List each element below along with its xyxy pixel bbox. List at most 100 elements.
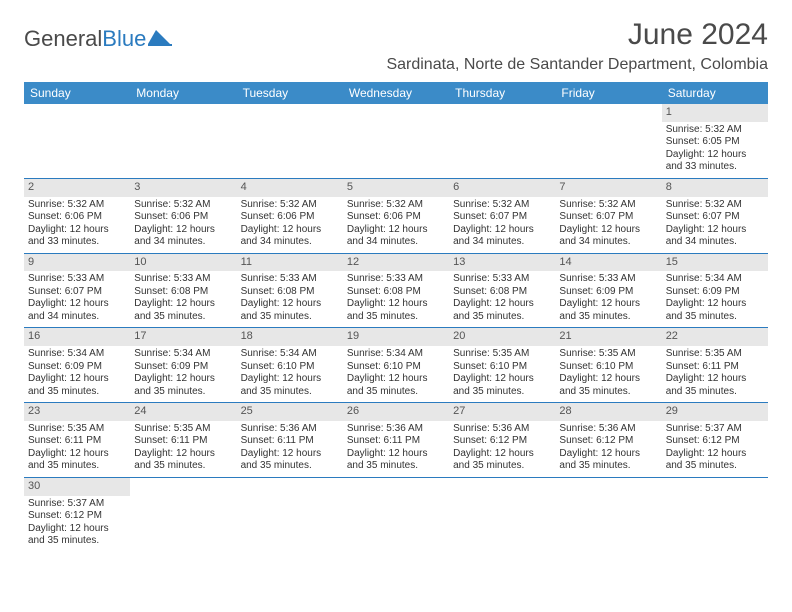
weekday-header-cell: Friday — [555, 82, 661, 104]
daylight-text-2: and 35 minutes. — [347, 311, 445, 324]
day-body: Sunrise: 5:36 AMSunset: 6:11 PMDaylight:… — [237, 421, 343, 477]
sunrise-text: Sunrise: 5:37 AM — [28, 498, 126, 511]
day-body: Sunrise: 5:36 AMSunset: 6:11 PMDaylight:… — [343, 421, 449, 477]
day-number: 30 — [24, 478, 130, 496]
day-body: Sunrise: 5:32 AMSunset: 6:07 PMDaylight:… — [662, 197, 768, 253]
sunset-text: Sunset: 6:11 PM — [28, 435, 126, 448]
empty-day-cell — [555, 104, 661, 178]
day-cell: 26Sunrise: 5:36 AMSunset: 6:11 PMDayligh… — [343, 403, 449, 477]
daylight-text-2: and 35 minutes. — [666, 460, 764, 473]
sunrise-text: Sunrise: 5:33 AM — [453, 273, 551, 286]
daylight-text-2: and 35 minutes. — [666, 386, 764, 399]
day-body: Sunrise: 5:34 AMSunset: 6:09 PMDaylight:… — [662, 271, 768, 327]
empty-day-cell — [130, 478, 236, 552]
sunrise-text: Sunrise: 5:34 AM — [347, 348, 445, 361]
weekday-header-row: Sunday Monday Tuesday Wednesday Thursday… — [24, 82, 768, 104]
empty-day-cell — [237, 478, 343, 552]
day-cell: 1Sunrise: 5:32 AMSunset: 6:05 PMDaylight… — [662, 104, 768, 178]
day-body: Sunrise: 5:32 AMSunset: 6:06 PMDaylight:… — [24, 197, 130, 253]
day-body: Sunrise: 5:36 AMSunset: 6:12 PMDaylight:… — [555, 421, 661, 477]
empty-day-cell — [555, 478, 661, 552]
day-cell: 22Sunrise: 5:35 AMSunset: 6:11 PMDayligh… — [662, 328, 768, 402]
day-number: 21 — [555, 328, 661, 346]
day-cell: 15Sunrise: 5:34 AMSunset: 6:09 PMDayligh… — [662, 254, 768, 328]
day-body: Sunrise: 5:33 AMSunset: 6:09 PMDaylight:… — [555, 271, 661, 327]
daylight-text-2: and 35 minutes. — [241, 386, 339, 399]
day-cell: 24Sunrise: 5:35 AMSunset: 6:11 PMDayligh… — [130, 403, 236, 477]
day-number: 6 — [449, 179, 555, 197]
day-cell: 10Sunrise: 5:33 AMSunset: 6:08 PMDayligh… — [130, 254, 236, 328]
daylight-text-1: Daylight: 12 hours — [28, 523, 126, 536]
daylight-text-1: Daylight: 12 hours — [453, 298, 551, 311]
day-cell: 13Sunrise: 5:33 AMSunset: 6:08 PMDayligh… — [449, 254, 555, 328]
sunset-text: Sunset: 6:09 PM — [559, 286, 657, 299]
day-body: Sunrise: 5:34 AMSunset: 6:09 PMDaylight:… — [130, 346, 236, 402]
sunrise-text: Sunrise: 5:35 AM — [559, 348, 657, 361]
day-cell: 21Sunrise: 5:35 AMSunset: 6:10 PMDayligh… — [555, 328, 661, 402]
week-row: 1Sunrise: 5:32 AMSunset: 6:05 PMDaylight… — [24, 104, 768, 179]
daylight-text-2: and 35 minutes. — [559, 311, 657, 324]
daylight-text-1: Daylight: 12 hours — [241, 448, 339, 461]
daylight-text-2: and 35 minutes. — [28, 386, 126, 399]
day-body: Sunrise: 5:35 AMSunset: 6:11 PMDaylight:… — [662, 346, 768, 402]
day-number: 9 — [24, 254, 130, 272]
weekday-header-cell: Sunday — [24, 82, 130, 104]
empty-day-cell — [24, 104, 130, 178]
day-body: Sunrise: 5:32 AMSunset: 6:06 PMDaylight:… — [237, 197, 343, 253]
sunset-text: Sunset: 6:12 PM — [453, 435, 551, 448]
daylight-text-2: and 35 minutes. — [134, 460, 232, 473]
day-number: 25 — [237, 403, 343, 421]
week-row: 16Sunrise: 5:34 AMSunset: 6:09 PMDayligh… — [24, 328, 768, 403]
daylight-text-2: and 35 minutes. — [347, 460, 445, 473]
daylight-text-1: Daylight: 12 hours — [453, 373, 551, 386]
day-cell: 30Sunrise: 5:37 AMSunset: 6:12 PMDayligh… — [24, 478, 130, 552]
daylight-text-1: Daylight: 12 hours — [134, 373, 232, 386]
day-cell: 16Sunrise: 5:34 AMSunset: 6:09 PMDayligh… — [24, 328, 130, 402]
weeks-container: 1Sunrise: 5:32 AMSunset: 6:05 PMDaylight… — [24, 104, 768, 552]
sunset-text: Sunset: 6:08 PM — [453, 286, 551, 299]
daylight-text-2: and 35 minutes. — [134, 386, 232, 399]
sunrise-text: Sunrise: 5:36 AM — [347, 423, 445, 436]
sunset-text: Sunset: 6:07 PM — [453, 211, 551, 224]
day-body: Sunrise: 5:35 AMSunset: 6:11 PMDaylight:… — [24, 421, 130, 477]
empty-day-cell — [130, 104, 236, 178]
day-body: Sunrise: 5:36 AMSunset: 6:12 PMDaylight:… — [449, 421, 555, 477]
sunset-text: Sunset: 6:10 PM — [241, 361, 339, 374]
sunset-text: Sunset: 6:11 PM — [241, 435, 339, 448]
empty-day-cell — [343, 478, 449, 552]
header: GeneralBlue June 2024 Sardinata, Norte d… — [24, 18, 768, 74]
day-number: 5 — [343, 179, 449, 197]
day-cell: 20Sunrise: 5:35 AMSunset: 6:10 PMDayligh… — [449, 328, 555, 402]
sunset-text: Sunset: 6:09 PM — [28, 361, 126, 374]
day-number: 17 — [130, 328, 236, 346]
sunset-text: Sunset: 6:06 PM — [347, 211, 445, 224]
day-number: 13 — [449, 254, 555, 272]
sunrise-text: Sunrise: 5:36 AM — [453, 423, 551, 436]
daylight-text-2: and 34 minutes. — [559, 236, 657, 249]
logo-flag-icon — [148, 28, 174, 51]
sunrise-text: Sunrise: 5:34 AM — [28, 348, 126, 361]
day-number: 29 — [662, 403, 768, 421]
day-cell: 28Sunrise: 5:36 AMSunset: 6:12 PMDayligh… — [555, 403, 661, 477]
day-body: Sunrise: 5:37 AMSunset: 6:12 PMDaylight:… — [662, 421, 768, 477]
day-number: 15 — [662, 254, 768, 272]
weekday-header-cell: Monday — [130, 82, 236, 104]
day-body: Sunrise: 5:32 AMSunset: 6:07 PMDaylight:… — [555, 197, 661, 253]
day-body: Sunrise: 5:35 AMSunset: 6:11 PMDaylight:… — [130, 421, 236, 477]
day-body: Sunrise: 5:34 AMSunset: 6:09 PMDaylight:… — [24, 346, 130, 402]
day-body: Sunrise: 5:33 AMSunset: 6:08 PMDaylight:… — [343, 271, 449, 327]
empty-day-cell — [662, 478, 768, 552]
sunset-text: Sunset: 6:08 PM — [347, 286, 445, 299]
day-body: Sunrise: 5:33 AMSunset: 6:08 PMDaylight:… — [130, 271, 236, 327]
daylight-text-1: Daylight: 12 hours — [666, 224, 764, 237]
daylight-text-2: and 34 minutes. — [134, 236, 232, 249]
day-body: Sunrise: 5:35 AMSunset: 6:10 PMDaylight:… — [449, 346, 555, 402]
sunrise-text: Sunrise: 5:32 AM — [453, 199, 551, 212]
day-body: Sunrise: 5:32 AMSunset: 6:05 PMDaylight:… — [662, 122, 768, 178]
day-cell: 19Sunrise: 5:34 AMSunset: 6:10 PMDayligh… — [343, 328, 449, 402]
daylight-text-2: and 35 minutes. — [241, 311, 339, 324]
weekday-header-cell: Tuesday — [237, 82, 343, 104]
sunrise-text: Sunrise: 5:33 AM — [134, 273, 232, 286]
sunrise-text: Sunrise: 5:34 AM — [666, 273, 764, 286]
day-cell: 5Sunrise: 5:32 AMSunset: 6:06 PMDaylight… — [343, 179, 449, 253]
